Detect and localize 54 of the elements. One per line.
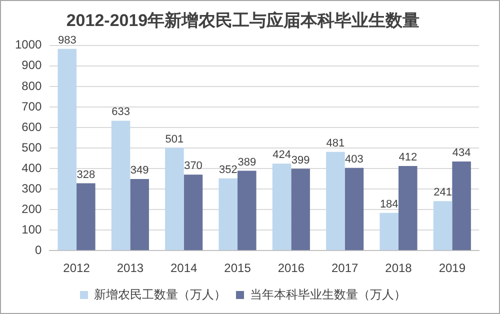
bar (218, 178, 238, 250)
data-label: 241 (434, 186, 452, 199)
bar (76, 183, 96, 250)
bar (291, 168, 310, 250)
x-tick-label: 2016 (278, 261, 305, 276)
data-label: 412 (398, 152, 418, 164)
y-tick-label: 400 (22, 160, 42, 175)
data-label: 352 (218, 164, 238, 176)
x-tick-label: 2014 (170, 261, 198, 276)
y-tick-label: 900 (22, 58, 42, 72)
data-label: 370 (184, 160, 202, 172)
data-label: 633 (112, 106, 130, 118)
x-tick-label: 2013 (116, 261, 144, 276)
bar (452, 162, 471, 250)
data-label: 403 (345, 153, 364, 166)
chart-title: 2012-2019年新增农民工与应届本科毕业生数量 (66, 10, 420, 30)
y-tick-label: 0 (35, 242, 42, 257)
bar (58, 48, 77, 250)
y-tick-label: 600 (22, 120, 42, 134)
y-tick-label: 300 (22, 181, 42, 196)
data-label: 389 (238, 156, 256, 168)
bar (111, 120, 130, 250)
y-tick-label: 800 (22, 78, 42, 93)
y-tick-label: 1000 (14, 38, 42, 52)
bar (398, 166, 418, 250)
bar (238, 170, 256, 250)
data-label: 184 (380, 198, 398, 210)
bar (165, 148, 184, 250)
data-label: 349 (130, 164, 149, 177)
data-label: 481 (326, 137, 345, 150)
y-tick-label: 100 (22, 222, 42, 236)
bar (433, 201, 452, 250)
data-label: 328 (76, 168, 96, 181)
x-tick-label: 2017 (331, 261, 359, 276)
bar (380, 212, 399, 250)
legend-label: 当年本科毕业生数量（万人） (250, 287, 406, 302)
legend-label: 新增农民工数量（万人） (94, 287, 226, 302)
data-label: 399 (291, 154, 310, 166)
bar (344, 168, 364, 250)
data-label: 983 (58, 34, 76, 46)
bar (272, 164, 292, 250)
data-label: 434 (452, 147, 471, 160)
data-label: 501 (165, 133, 184, 146)
data-label: 424 (272, 149, 291, 162)
x-tick-label: 2012 (63, 261, 90, 276)
x-tick-label: 2018 (385, 261, 412, 276)
bar (326, 152, 345, 250)
bar (184, 174, 203, 250)
y-tick-label: 500 (22, 140, 42, 154)
y-tick-label: 200 (22, 202, 42, 216)
x-tick-label: 2015 (224, 261, 252, 276)
bar (130, 178, 149, 250)
y-tick-label: 700 (22, 99, 42, 114)
x-tick-label: 2019 (438, 261, 466, 276)
